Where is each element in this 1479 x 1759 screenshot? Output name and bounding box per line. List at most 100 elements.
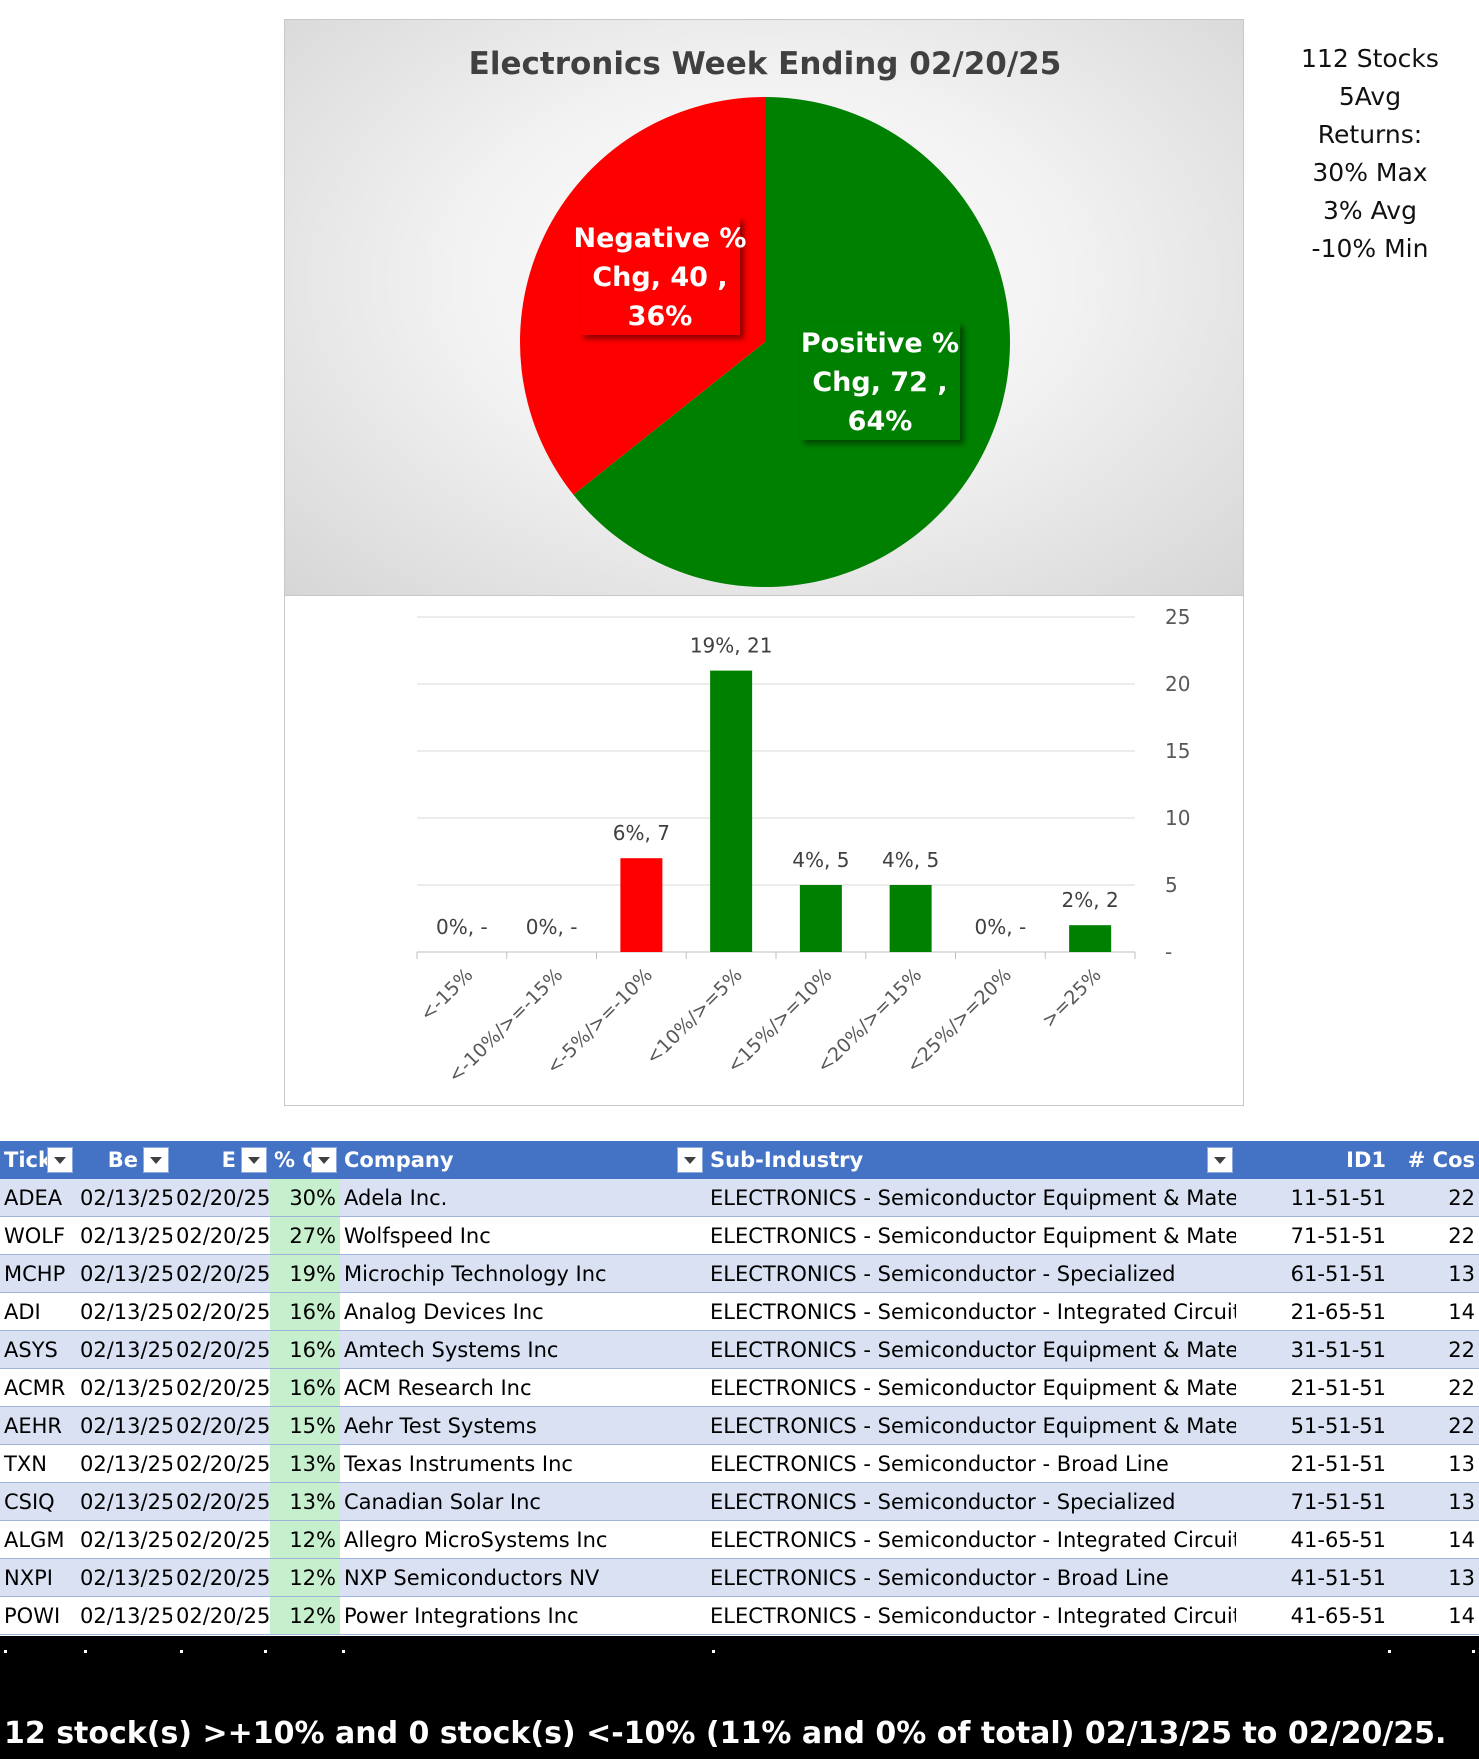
table-row: ACMR 02/13/25 02/20/25 16% ACM Research Inc E… bbox=[0, 1368, 1479, 1407]
header-company[interactable]: Company bbox=[340, 1141, 706, 1179]
cell-num-cos: 14 bbox=[1390, 1596, 1479, 1635]
cell-pct-change: 30% bbox=[270, 1179, 340, 1217]
cell-sub-industry: ELECTRONICS - Semiconductor - Broad Line bbox=[706, 1558, 1236, 1597]
table-row: ADEA 02/13/25 02/20/25 30% Adela Inc. ELECTRO… bbox=[0, 1179, 1479, 1217]
cell-pct-change: 12% bbox=[270, 1596, 340, 1635]
header-id1: ID1 bbox=[1236, 1141, 1390, 1179]
cell-company: Texas Instruments Inc bbox=[340, 1444, 706, 1483]
table-row: NXPI 02/13/25 02/20/25 12% NXP Semiconductor… bbox=[0, 1558, 1479, 1597]
bar-data-label: 4%, 5 bbox=[882, 848, 939, 872]
cell-end-date: 02/20/25 bbox=[172, 1216, 270, 1255]
cell-num-cos: 22 bbox=[1390, 1330, 1479, 1369]
footer-dot bbox=[4, 1650, 7, 1653]
stat-min: -10% Min bbox=[1311, 234, 1429, 263]
pie-label-box bbox=[580, 217, 740, 335]
cell-begin-date: 02/13/25 bbox=[76, 1254, 172, 1293]
table-row: ADI 02/13/25 02/20/25 16% Analog Devices Inc… bbox=[0, 1292, 1479, 1331]
bar-data-label: 0%, - bbox=[526, 915, 578, 939]
cell-begin-date: 02/13/25 bbox=[76, 1368, 172, 1407]
stat-stock-count: 112 Stocks bbox=[1301, 44, 1439, 73]
bar-data-label: 0%, - bbox=[436, 915, 488, 939]
pie-chart-panel: Electronics Week Ending 02/20/25 Positiv… bbox=[284, 19, 1244, 596]
cell-pct-change: 12% bbox=[270, 1558, 340, 1597]
table-row: ASYS 02/13/25 02/20/25 16% Amtech Systems In… bbox=[0, 1330, 1479, 1369]
x-tick-label: >=25% bbox=[1038, 964, 1106, 1032]
pie-data-label: Positive % bbox=[801, 328, 959, 359]
stat-avg: 3% Avg bbox=[1323, 196, 1417, 225]
cell-id1: 21-51-51 bbox=[1236, 1444, 1390, 1483]
pie-data-label: Chg, 72 , bbox=[812, 367, 947, 398]
cell-ticker: NXPI bbox=[0, 1558, 76, 1597]
header-end-date[interactable]: E bbox=[172, 1141, 270, 1179]
cell-num-cos: 22 bbox=[1390, 1368, 1479, 1407]
filter-dropdown-icon[interactable] bbox=[311, 1147, 337, 1173]
cell-id1: 21-51-51 bbox=[1236, 1368, 1390, 1407]
filter-dropdown-icon[interactable] bbox=[241, 1147, 267, 1173]
cell-ticker: MCHP bbox=[0, 1254, 76, 1293]
cell-end-date: 02/20/25 bbox=[172, 1330, 270, 1369]
pie-data-label: Negative % bbox=[574, 223, 747, 254]
cell-begin-date: 02/13/25 bbox=[76, 1216, 172, 1255]
cell-num-cos: 13 bbox=[1390, 1444, 1479, 1483]
cell-sub-industry: ELECTRONICS - Semiconductor - Integrated… bbox=[706, 1292, 1236, 1331]
y-tick-label: 25 bbox=[1165, 605, 1190, 629]
cell-pct-change: 16% bbox=[270, 1292, 340, 1331]
footer-dot bbox=[712, 1650, 715, 1653]
histogram-panel: 0%, - 0%, - 6%, 7 19%, 21 4%, 5 4%, 5 0%, - 2%,… bbox=[284, 596, 1244, 1106]
header-begin-date[interactable]: Be bbox=[76, 1141, 172, 1179]
histogram-bar bbox=[889, 885, 932, 952]
cell-num-cos: 13 bbox=[1390, 1558, 1479, 1597]
footer-dot bbox=[264, 1650, 267, 1653]
cell-num-cos: 13 bbox=[1390, 1254, 1479, 1293]
table-row: WOLF 02/13/25 02/20/25 27% Wolfspeed Inc ELEC… bbox=[0, 1216, 1479, 1255]
table-row: MCHP 02/13/25 02/20/25 19% Microchip Technol… bbox=[0, 1254, 1479, 1293]
cell-id1: 61-51-51 bbox=[1236, 1254, 1390, 1293]
cell-company: Aehr Test Systems bbox=[340, 1406, 706, 1445]
header-pct-change[interactable]: % C bbox=[270, 1141, 340, 1179]
cell-pct-change: 15% bbox=[270, 1406, 340, 1445]
pie-label-box bbox=[800, 322, 960, 440]
cell-end-date: 02/20/25 bbox=[172, 1596, 270, 1635]
bar-data-label: 2%, 2 bbox=[1062, 888, 1119, 912]
filter-dropdown-icon[interactable] bbox=[1207, 1147, 1233, 1173]
pie-data-label: 64% bbox=[848, 406, 913, 437]
cell-sub-industry: ELECTRONICS - Semiconductor Equipment & … bbox=[706, 1216, 1236, 1255]
cell-begin-date: 02/13/25 bbox=[76, 1179, 172, 1217]
cell-id1: 71-51-51 bbox=[1236, 1482, 1390, 1521]
cell-sub-industry: ELECTRONICS - Semiconductor Equipment & … bbox=[706, 1406, 1236, 1445]
header-sub-industry[interactable]: Sub-Industry bbox=[706, 1141, 1236, 1179]
header-ticker[interactable]: Tick bbox=[0, 1141, 76, 1179]
y-tick-label: 20 bbox=[1165, 672, 1190, 696]
stock-table: Tick Be E % C Company Sub-Industry ID1 #… bbox=[0, 1141, 1479, 1635]
footer-bar: 12 stock(s) >+10% and 0 stock(s) <-10% (… bbox=[0, 1636, 1479, 1759]
cell-id1: 71-51-51 bbox=[1236, 1216, 1390, 1255]
cell-company: Canadian Solar Inc bbox=[340, 1482, 706, 1521]
cell-num-cos: 14 bbox=[1390, 1292, 1479, 1331]
cell-id1: 41-65-51 bbox=[1236, 1596, 1390, 1635]
footer-dot bbox=[342, 1650, 345, 1653]
summary-text: 12 stock(s) >+10% and 0 stock(s) <-10% (… bbox=[4, 1716, 1447, 1751]
cell-sub-industry: ELECTRONICS - Semiconductor Equipment & … bbox=[706, 1330, 1236, 1369]
side-stats: 112 Stocks 5Avg Returns: 30% Max 3% Avg … bbox=[1290, 40, 1450, 268]
cell-id1: 51-51-51 bbox=[1236, 1406, 1390, 1445]
table-row: AEHR 02/13/25 02/20/25 15% Aehr Test Systems… bbox=[0, 1406, 1479, 1445]
table-header-row: Tick Be E % C Company Sub-Industry ID1 #… bbox=[0, 1141, 1479, 1179]
filter-dropdown-icon[interactable] bbox=[143, 1147, 169, 1173]
cell-end-date: 02/20/25 bbox=[172, 1292, 270, 1331]
cell-sub-industry: ELECTRONICS - Semiconductor Equipment & … bbox=[706, 1179, 1236, 1217]
filter-dropdown-icon[interactable] bbox=[677, 1147, 703, 1173]
cell-id1: 21-65-51 bbox=[1236, 1292, 1390, 1331]
cell-company: Amtech Systems Inc bbox=[340, 1330, 706, 1369]
y-tick-label: 5 bbox=[1165, 873, 1178, 897]
stat-returns-label: Returns: bbox=[1317, 120, 1423, 149]
cell-pct-change: 16% bbox=[270, 1368, 340, 1407]
x-tick-label: <-15% bbox=[416, 964, 478, 1026]
cell-pct-change: 27% bbox=[270, 1216, 340, 1255]
cell-pct-change: 19% bbox=[270, 1254, 340, 1293]
filter-dropdown-icon[interactable] bbox=[47, 1147, 73, 1173]
cell-ticker: ADI bbox=[0, 1292, 76, 1331]
cell-ticker: POWI bbox=[0, 1596, 76, 1635]
cell-ticker: WOLF bbox=[0, 1216, 76, 1255]
cell-num-cos: 22 bbox=[1390, 1216, 1479, 1255]
footer-dot bbox=[84, 1650, 87, 1653]
